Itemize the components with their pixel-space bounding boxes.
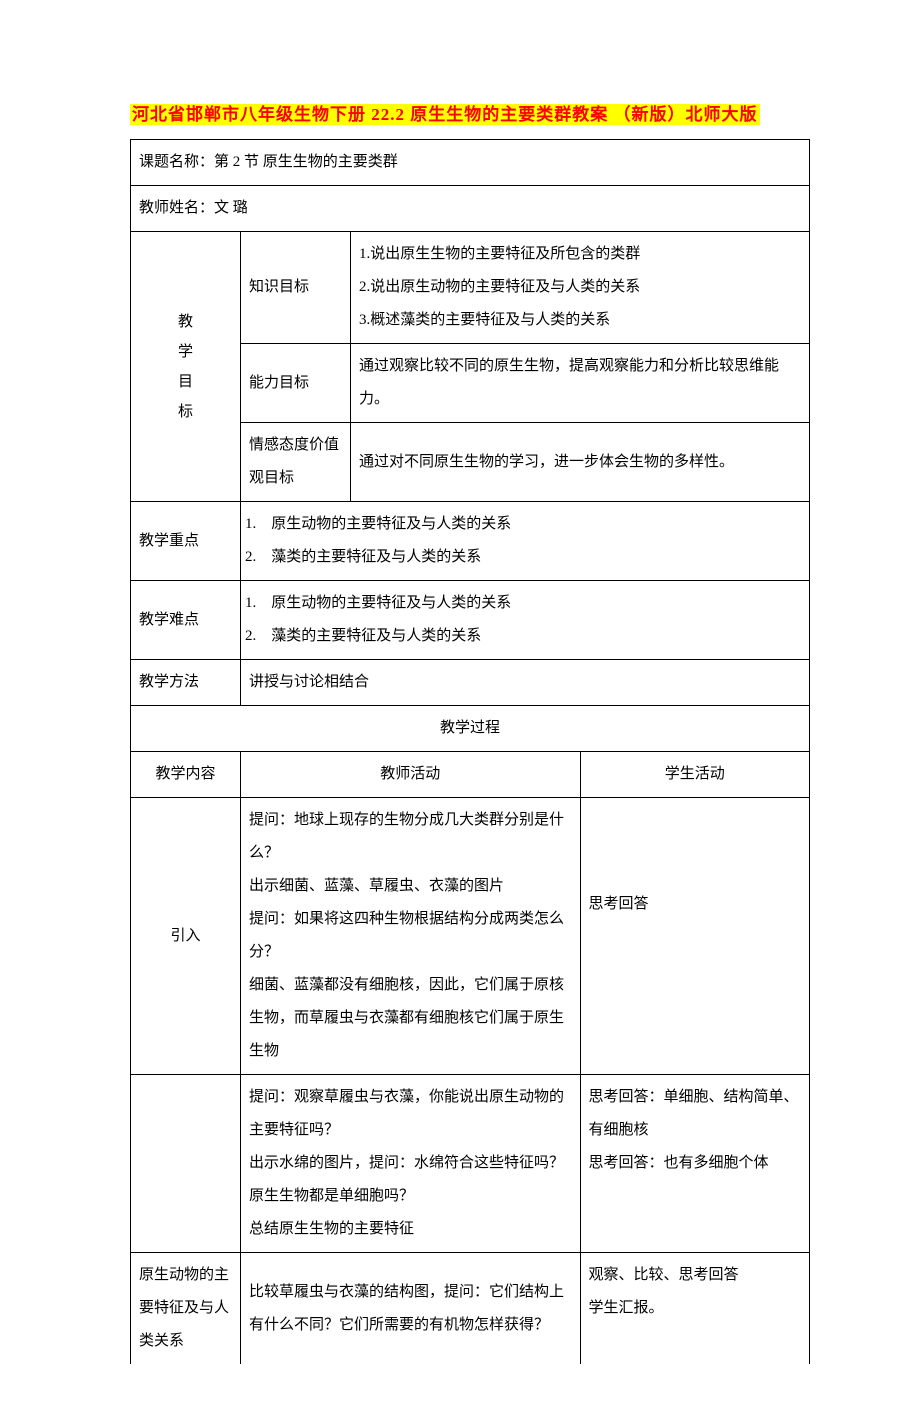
knowledge-goal-label: 知识目标 — [241, 232, 351, 344]
intro-teacher-cell: 提问：地球上现存的生物分成几大类群分别是什么？ 出示细菌、蓝藻、草履虫、衣藻的图… — [241, 798, 581, 1075]
teacher-name-cell: 教师姓名：文 璐 — [131, 186, 810, 232]
lesson-plan-table: 课题名称：第 2 节 原生生物的主要类群 教师姓名：文 璐 教 学 目 标 知识… — [130, 139, 810, 1364]
col-content-header: 教学内容 — [131, 752, 241, 798]
row3-student-cell: 观察、比较、思考回答 学生汇报。 — [580, 1253, 810, 1365]
table-row: 引入 提问：地球上现存的生物分成几大类群分别是什么？ 出示细菌、蓝藻、草履虫、衣… — [131, 798, 810, 1075]
table-row: 教学方法 讲授与讨论相结合 — [131, 660, 810, 706]
method-label: 教学方法 — [131, 660, 241, 706]
col-teacher-header: 教师活动 — [241, 752, 581, 798]
table-row: 教师姓名：文 璐 — [131, 186, 810, 232]
document-title: 河北省邯郸市八年级生物下册 22.2 原生生物的主要类群教案 （新版）北师大版 — [130, 104, 760, 125]
table-row: 教学重点 1. 原生动物的主要特征及与人类的关系 2. 藻类的主要特征及与人类的… — [131, 502, 810, 581]
table-row: 课题名称：第 2 节 原生生物的主要类群 — [131, 140, 810, 186]
goal-char: 目 — [139, 367, 232, 397]
difficulty-label: 教学难点 — [131, 581, 241, 660]
col-student-header: 学生活动 — [580, 752, 810, 798]
ability-goal-label: 能力目标 — [241, 344, 351, 423]
goal-label-cell: 教 学 目 标 — [131, 232, 241, 502]
table-row: 教学过程 — [131, 706, 810, 752]
row3-teacher-cell: 比较草履虫与衣藻的结构图，提问：它们结构上有什么不同？它们所需要的有机物怎样获得… — [241, 1253, 581, 1365]
knowledge-goals-cell: 1.说出原生生物的主要特征及所包含的类群 2.说出原生动物的主要特征及与人类的关… — [351, 232, 810, 344]
row2-teacher-cell: 提问：观察草履虫与衣藻，你能说出原生动物的主要特征吗？ 出示水绵的图片，提问：水… — [241, 1075, 581, 1253]
key-points-cell: 1. 原生动物的主要特征及与人类的关系 2. 藻类的主要特征及与人类的关系 — [241, 502, 810, 581]
method-cell: 讲授与讨论相结合 — [241, 660, 810, 706]
key-point-label: 教学重点 — [131, 502, 241, 581]
title-wrap: 河北省邯郸市八年级生物下册 22.2 原生生物的主要类群教案 （新版）北师大版 — [130, 100, 810, 125]
difficulty-cell: 1. 原生动物的主要特征及与人类的关系 2. 藻类的主要特征及与人类的关系 — [241, 581, 810, 660]
table-row: 教学内容 教师活动 学生活动 — [131, 752, 810, 798]
table-row: 提问：观察草履虫与衣藻，你能说出原生动物的主要特征吗？ 出示水绵的图片，提问：水… — [131, 1075, 810, 1253]
row2-student-cell: 思考回答：单细胞、结构简单、有细胞核 思考回答：也有多细胞个体 — [580, 1075, 810, 1253]
goal-char: 学 — [139, 337, 232, 367]
row2-content-cell — [131, 1075, 241, 1253]
attitude-goal-cell: 通过对不同原生生物的学习，进一步体会生物的多样性。 — [351, 423, 810, 502]
intro-student-cell: 思考回答 — [580, 798, 810, 1075]
table-row: 教学难点 1. 原生动物的主要特征及与人类的关系 2. 藻类的主要特征及与人类的… — [131, 581, 810, 660]
attitude-goal-label: 情感态度价值观目标 — [241, 423, 351, 502]
process-header: 教学过程 — [131, 706, 810, 752]
document-page: 河北省邯郸市八年级生物下册 22.2 原生生物的主要类群教案 （新版）北师大版 … — [0, 0, 920, 1404]
table-row: 教 学 目 标 知识目标 1.说出原生生物的主要特征及所包含的类群 2.说出原生… — [131, 232, 810, 344]
intro-label: 引入 — [131, 798, 241, 1075]
goal-char: 教 — [139, 307, 232, 337]
table-row: 原生动物的主要特征及与人类关系 比较草履虫与衣藻的结构图，提问：它们结构上有什么… — [131, 1253, 810, 1365]
goal-char: 标 — [139, 397, 232, 427]
ability-goal-cell: 通过观察比较不同的原生生物，提高观察能力和分析比较思维能力。 — [351, 344, 810, 423]
row3-label: 原生动物的主要特征及与人类关系 — [131, 1253, 241, 1365]
lesson-name-cell: 课题名称：第 2 节 原生生物的主要类群 — [131, 140, 810, 186]
